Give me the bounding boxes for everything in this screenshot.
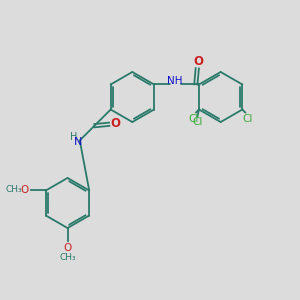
Text: CH₃: CH₃ [5,185,22,194]
Text: H: H [70,133,77,142]
Text: NH: NH [167,76,183,86]
Text: Cl: Cl [242,114,253,124]
Text: N: N [74,137,82,147]
Text: CH₃: CH₃ [59,253,76,262]
Text: O: O [63,243,72,253]
Text: O: O [21,185,29,195]
Text: Cl: Cl [188,114,199,124]
Text: Cl: Cl [192,117,203,127]
Text: O: O [111,117,121,130]
Text: O: O [193,55,203,68]
